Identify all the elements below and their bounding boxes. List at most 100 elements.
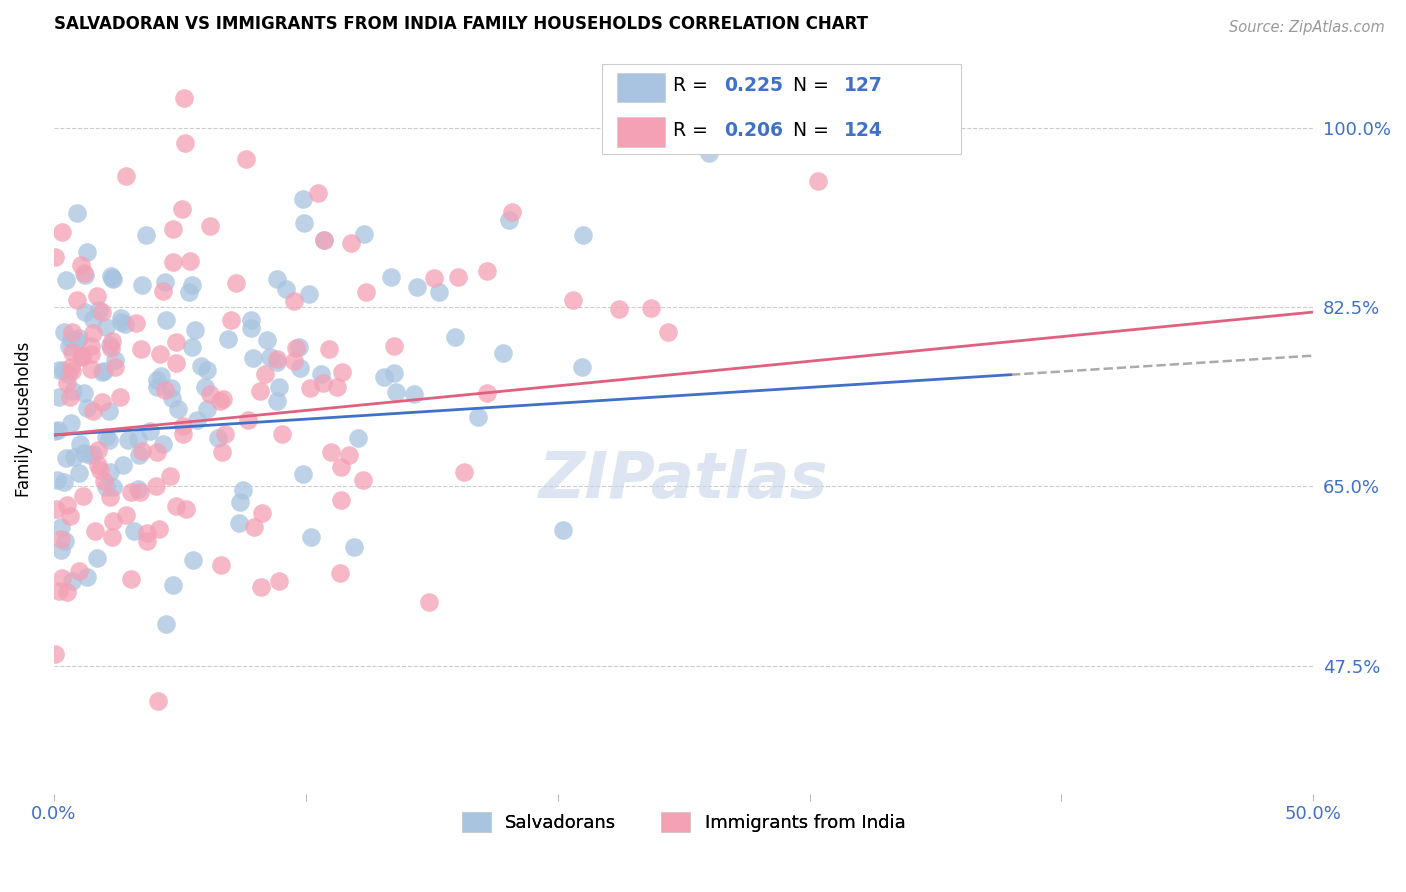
Point (59, 390, 82, 404)
Point (73, 446, 96, 460)
Point (90, 305, 112, 319)
Point (165, 356, 187, 370)
Point (73, 266, 96, 280)
Point (285, 341, 308, 355)
Point (330, 365, 353, 379)
Point (49, 533, 72, 547)
Point (69, 331, 91, 345)
Point (453, 466, 475, 480)
Point (76, 401, 98, 415)
Point (51, 225, 73, 239)
Point (211, 445, 233, 459)
Point (198, 387, 221, 401)
Point (259, 350, 281, 364)
Point (82, 404, 104, 418)
Point (195, 363, 218, 377)
Point (65, 334, 87, 348)
Point (155, 313, 177, 327)
Point (70, 350, 93, 364)
Point (174, 502, 197, 516)
Point (159, 469, 181, 483)
Point (60, 416, 83, 430)
Point (55, 273, 77, 287)
Point (152, 437, 174, 451)
Point (62, 574, 84, 588)
Point (236, 413, 259, 427)
Point (114, 508, 136, 523)
FancyBboxPatch shape (617, 118, 665, 146)
Point (292, 216, 315, 230)
Point (242, 351, 264, 365)
Point (180, 340, 202, 354)
Point (267, 574, 290, 589)
Point (252, 506, 274, 520)
Point (353, 227, 375, 241)
Point (209, 558, 232, 573)
Point (270, 427, 292, 442)
Point (266, 393, 288, 408)
Point (354, 285, 377, 300)
Point (640, 301, 662, 316)
Point (149, 347, 172, 361)
Point (423, 271, 446, 285)
Point (94, 430, 117, 444)
Point (153, 275, 176, 289)
Point (318, 343, 340, 357)
Point (69, 437, 91, 451)
Point (56, 376, 79, 391)
Point (232, 483, 254, 498)
Point (307, 186, 329, 200)
Point (56, 498, 79, 512)
Text: ZIPatlas: ZIPatlas (538, 449, 828, 510)
Point (49, 520, 72, 534)
Point (173, 91, 195, 105)
Point (100, 342, 122, 356)
Point (46, 474, 69, 488)
Point (253, 368, 276, 382)
Point (103, 272, 125, 286)
Point (240, 313, 263, 327)
Point (55, 450, 77, 465)
Point (53, 475, 76, 489)
Point (380, 269, 402, 284)
Point (240, 320, 263, 334)
Point (697, 146, 720, 161)
Point (72, 350, 94, 364)
Point (229, 495, 252, 509)
Point (207, 432, 229, 446)
Point (179, 285, 201, 299)
Point (49, 542, 72, 557)
Point (501, 205, 523, 219)
Point (146, 693, 169, 707)
Point (155, 616, 177, 631)
Point (266, 352, 288, 367)
Point (120, 572, 142, 586)
Point (330, 493, 353, 508)
Point (62, 450, 84, 464)
Point (475, 385, 498, 400)
Point (51, 571, 73, 585)
Point (219, 313, 242, 327)
Point (427, 285, 450, 300)
Text: R =: R = (673, 121, 714, 140)
Point (266, 355, 288, 369)
Point (225, 277, 247, 291)
Point (86, 550, 108, 565)
Point (329, 460, 352, 475)
Point (125, 316, 148, 330)
Point (108, 390, 131, 404)
Point (110, 315, 132, 329)
Point (346, 431, 368, 445)
Point (66, 205, 89, 219)
Point (160, 391, 183, 405)
Point (329, 566, 352, 580)
Point (195, 402, 218, 417)
Point (298, 286, 321, 301)
Point (60, 364, 83, 378)
Point (266, 271, 288, 285)
Text: 0.225: 0.225 (724, 77, 783, 95)
Point (382, 339, 405, 353)
Point (170, 202, 193, 216)
Point (98, 338, 121, 352)
Point (59, 359, 82, 374)
